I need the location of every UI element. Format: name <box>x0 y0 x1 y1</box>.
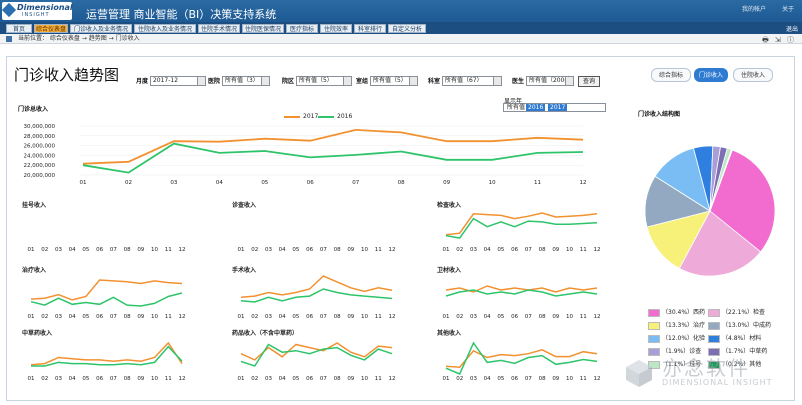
year-option-2017[interactable]: 2017 <box>548 104 568 111</box>
pie-legend-label: （30.4%）西药 <box>662 309 706 316</box>
pie-legend-item: （1.7%）中草药 <box>708 346 767 356</box>
top-links: 我的帐户 关于 <box>728 4 794 13</box>
section-select[interactable]: 所有值（67） <box>441 76 502 86</box>
watermark-subtitle: DIMENSIONAL INSIGHT <box>662 378 773 387</box>
tab-inpatient[interactable]: 住院收入及业务情况 <box>134 24 196 33</box>
watermark-cube-icon <box>626 360 652 387</box>
logo: Dimensional INSIGHT <box>1 2 73 20</box>
pie-legend-swatch <box>648 347 660 356</box>
tab-medical-index[interactable]: 医疗指标 <box>286 24 318 33</box>
pie-legend-label: （13.3%）治疗 <box>662 322 706 329</box>
btn-overall-index[interactable]: 综合指标 <box>651 68 691 82</box>
filter-dept-label: 室组 <box>356 78 369 85</box>
filter-dept: 室组 所有值（5） <box>356 76 418 87</box>
pie-legend-item: （30.4%）西药 <box>648 307 705 317</box>
pie-legend-swatch <box>648 334 660 343</box>
tab-dashboard[interactable]: 综合仪表盘 <box>34 24 68 33</box>
watermark: 亦念软件 DIMENSIONAL INSIGHT <box>624 352 794 400</box>
logo-mark-icon <box>1 2 17 18</box>
pie-legend-item: （1.9%）诊查 <box>648 346 701 356</box>
year-selector[interactable]: 所有值 2016 2017 <box>503 103 606 112</box>
tab-efficiency[interactable]: 住院效率 <box>320 24 352 33</box>
filter-hospital: 医院 所有值（3） <box>208 76 270 87</box>
home-icon[interactable] <box>6 36 12 42</box>
hospital-select[interactable]: 所有值（3） <box>221 76 270 86</box>
pie-legend-item: （1.1%）挂号 <box>648 359 701 369</box>
doctor-select[interactable]: 所有值（2006） <box>525 76 574 86</box>
pie-legend-item: （13.0%）中成药 <box>708 320 771 330</box>
logo-subtext: INSIGHT <box>22 12 50 18</box>
pie-legend-label: （1.9%）诊查 <box>662 348 702 355</box>
pie-legend-label: （0.2%）其他 <box>722 361 762 368</box>
pie-legend-label: （13.0%）中成药 <box>722 322 772 329</box>
pie-legend-item: （13.3%）治疗 <box>648 320 705 330</box>
main-nav: 首页 综合仪表盘 门诊收入及业务情况 住院收入及业务情况 住院手术情况 住院医保… <box>0 22 802 34</box>
logout-link[interactable]: 退出 <box>785 26 798 33</box>
pie-legend-swatch <box>648 360 660 369</box>
filter-district-label: 院区 <box>282 78 295 85</box>
pie-legend-label: （22.1%）检查 <box>722 309 766 316</box>
pie-legend-label: （1.1%）挂号 <box>662 361 702 368</box>
pie-legend-item: （22.1%）检查 <box>708 307 765 317</box>
legend-2017: 2017 <box>284 113 318 120</box>
pie-legend-label: （1.7%）中草药 <box>722 348 768 355</box>
top-header: Dimensional INSIGHT 运营管理 商业智能（BI）决策支持系统 … <box>0 0 802 22</box>
breadcrumb: 当前位置： 综合仪表盘 → 趋势图 → 门诊收入 🖶 ⇲ ⓘ <box>0 34 802 44</box>
filter-hospital-label: 医院 <box>208 78 221 85</box>
app-title: 运营管理 商业智能（BI）决策支持系统 <box>86 8 277 21</box>
tab-home[interactable]: 首页 <box>6 24 32 33</box>
year-option-2016[interactable]: 2016 <box>526 104 546 111</box>
pie-chart-title: 门诊收入结构图 <box>638 111 681 118</box>
pie-legend-swatch <box>708 347 720 356</box>
pie-legend-label: （4.8%）材料 <box>722 335 762 342</box>
pie-legend-item: （12.0%）化验 <box>648 333 705 343</box>
logo-text: Dimensional <box>17 3 73 12</box>
btn-inpatient-income[interactable]: 住院收入 <box>733 68 773 82</box>
pie-legend-item: （0.2%）其他 <box>708 359 761 369</box>
watermark-title: 亦念软件 <box>662 356 750 380</box>
filter-doctor: 医生 所有值（2006） <box>512 76 574 87</box>
filter-month: 月度 2017-12 <box>136 76 206 87</box>
legend-2017-swatch <box>284 115 300 118</box>
my-account-link[interactable]: 我的帐户 <box>742 6 767 13</box>
show-year-label: 显示年 <box>504 98 523 105</box>
filter-doctor-label: 医生 <box>512 78 525 85</box>
legend-2017-label: 2017 <box>303 113 319 120</box>
about-link[interactable]: 关于 <box>781 6 794 13</box>
pie-legend-item: （4.8%）材料 <box>708 333 761 343</box>
legend-2016: 2016 <box>318 113 352 120</box>
month-select[interactable]: 2017-12 <box>149 76 206 86</box>
page-title: 门诊收入趋势图 <box>14 66 120 84</box>
pie-legend-swatch <box>648 308 660 317</box>
filter-section: 科室 所有值（67） <box>428 76 502 87</box>
pie-legend-swatch <box>708 321 720 330</box>
pie-legend-swatch <box>648 321 660 330</box>
filter-month-label: 月度 <box>136 78 149 85</box>
tab-insurance[interactable]: 住院医保情况 <box>242 24 284 33</box>
tab-ranking[interactable]: 科室排行 <box>354 24 386 33</box>
tab-surgery[interactable]: 住院手术情况 <box>198 24 240 33</box>
pie-legend-label: （12.0%）化验 <box>662 335 706 342</box>
tab-custom-analysis[interactable]: 自定义分析 <box>388 24 426 33</box>
breadcrumb-text: 当前位置： 综合仪表盘 → 趋势图 → 门诊收入 <box>18 35 140 42</box>
pie-legend-swatch <box>708 308 720 317</box>
district-select[interactable]: 所有值（5） <box>295 76 352 86</box>
main-chart-title: 门诊总收入 <box>18 106 49 113</box>
pie-legend-swatch <box>708 334 720 343</box>
legend-2016-label: 2016 <box>337 113 353 120</box>
tab-outpatient[interactable]: 门诊收入及业务情况 <box>70 24 132 33</box>
query-button[interactable]: 查询 <box>578 76 600 87</box>
legend-2016-swatch <box>318 115 334 118</box>
btn-outpatient-income[interactable]: 门诊收入 <box>694 68 728 82</box>
print-export-info-icons[interactable]: 🖶 ⇲ ⓘ <box>762 36 796 44</box>
filter-district: 院区 所有值（5） <box>282 76 352 87</box>
filter-section-label: 科室 <box>428 78 441 85</box>
dept-select[interactable]: 所有值（5） <box>369 76 418 86</box>
pie-legend-swatch <box>708 360 720 369</box>
year-option-all[interactable]: 所有值 <box>507 104 526 111</box>
